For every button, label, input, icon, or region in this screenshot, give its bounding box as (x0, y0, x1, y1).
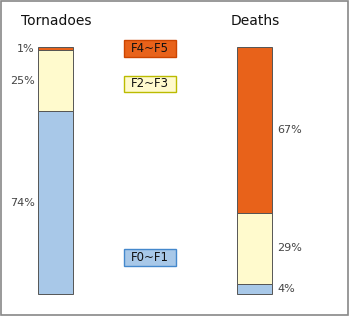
Text: Tornadoes: Tornadoes (21, 15, 91, 28)
Text: F0~F1: F0~F1 (131, 251, 169, 264)
Bar (124, 249, 176, 266)
Bar (38, 50, 73, 112)
Text: 25%: 25% (10, 76, 35, 86)
Text: F2~F3: F2~F3 (131, 77, 169, 90)
Text: 1%: 1% (17, 44, 35, 54)
Bar (38, 47, 73, 50)
Text: 67%: 67% (277, 125, 302, 135)
Bar (237, 47, 272, 213)
Text: 29%: 29% (277, 243, 302, 253)
Bar (124, 76, 176, 92)
Text: 74%: 74% (10, 198, 35, 208)
Bar (124, 40, 176, 57)
Text: Deaths: Deaths (230, 15, 280, 28)
Text: F4~F5: F4~F5 (131, 42, 169, 55)
Text: 4%: 4% (277, 284, 295, 294)
Bar (237, 213, 272, 284)
Bar (38, 112, 73, 294)
Bar (237, 284, 272, 294)
